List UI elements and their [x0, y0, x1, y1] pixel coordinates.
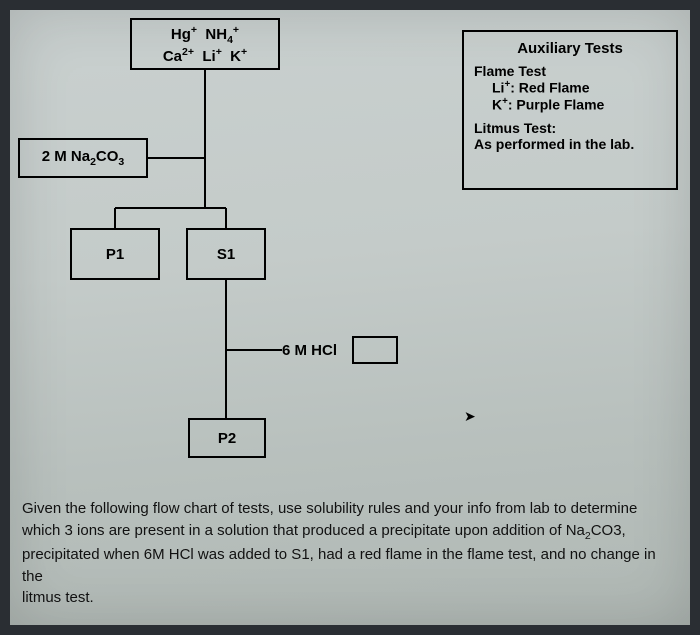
ion-ca: Ca	[163, 48, 182, 65]
question-line-2b: CO3,	[591, 522, 626, 539]
p2-label: P2	[218, 430, 236, 447]
na2co3-sub2: 3	[118, 156, 124, 168]
node-s1: S1	[186, 228, 266, 280]
ion-ca-charge: 2+	[182, 46, 194, 58]
flame-k-text: : Purple Flame	[508, 96, 604, 112]
na2co3-post: CO	[96, 148, 119, 165]
node-p1: P1	[70, 228, 160, 280]
ion-nh4-charge: +	[233, 24, 239, 36]
litmus-text: As performed in the lab.	[474, 136, 666, 152]
p1-label: P1	[106, 246, 124, 263]
ion-k-charge: +	[241, 46, 247, 58]
na2co3-label: 2 M Na2CO3	[42, 148, 125, 168]
ion-hg-charge: +	[191, 24, 197, 36]
window-frame: Hg+ NH4+ Ca2+ Li+ K+ 2 M Na2CO3 P1 S1 6 …	[0, 0, 700, 635]
flame-k: K+: Purple Flame	[474, 96, 666, 113]
flame-li-text: : Red Flame	[510, 80, 589, 96]
hcl-label: 6 M HCl	[282, 342, 337, 359]
flame-k-ion: K	[492, 96, 502, 112]
ion-k: K	[230, 48, 241, 65]
node-ions-start: Hg+ NH4+ Ca2+ Li+ K+	[130, 18, 280, 70]
flame-test-header: Flame Test	[474, 63, 666, 79]
ion-li-charge: +	[216, 46, 222, 58]
na2co3-pre: 2 M Na	[42, 148, 90, 165]
ion-line-1: Hg+ NH4+	[171, 24, 239, 46]
ion-hg: Hg	[171, 26, 191, 43]
question-text: Given the following flow chart of tests,…	[10, 488, 690, 625]
mouse-cursor-icon: ➤	[464, 408, 476, 425]
question-line-3: precipitated when 6M HCl was added to S1…	[22, 546, 656, 585]
hcl-box	[352, 336, 398, 364]
auxiliary-tests-box: Auxiliary Tests Flame Test Li+: Red Flam…	[462, 30, 678, 190]
question-line-1: Given the following flow chart of tests,…	[22, 500, 637, 517]
flame-li-ion: Li	[492, 80, 504, 96]
question-line-4: litmus test.	[22, 589, 94, 606]
question-line-2a: which 3 ions are present in a solution t…	[22, 522, 585, 539]
s1-label: S1	[217, 246, 235, 263]
aux-title: Auxiliary Tests	[474, 40, 666, 57]
ion-li: Li	[202, 48, 215, 65]
ion-nh4: NH	[205, 26, 227, 43]
worksheet-paper: Hg+ NH4+ Ca2+ Li+ K+ 2 M Na2CO3 P1 S1 6 …	[10, 10, 690, 625]
node-na2co3: 2 M Na2CO3	[18, 138, 148, 178]
hcl-text: 6 M HCl	[282, 342, 337, 359]
litmus-header: Litmus Test:	[474, 120, 666, 136]
ion-line-2: Ca2+ Li+ K+	[163, 46, 247, 65]
flame-li: Li+: Red Flame	[474, 79, 666, 96]
node-p2: P2	[188, 418, 266, 458]
